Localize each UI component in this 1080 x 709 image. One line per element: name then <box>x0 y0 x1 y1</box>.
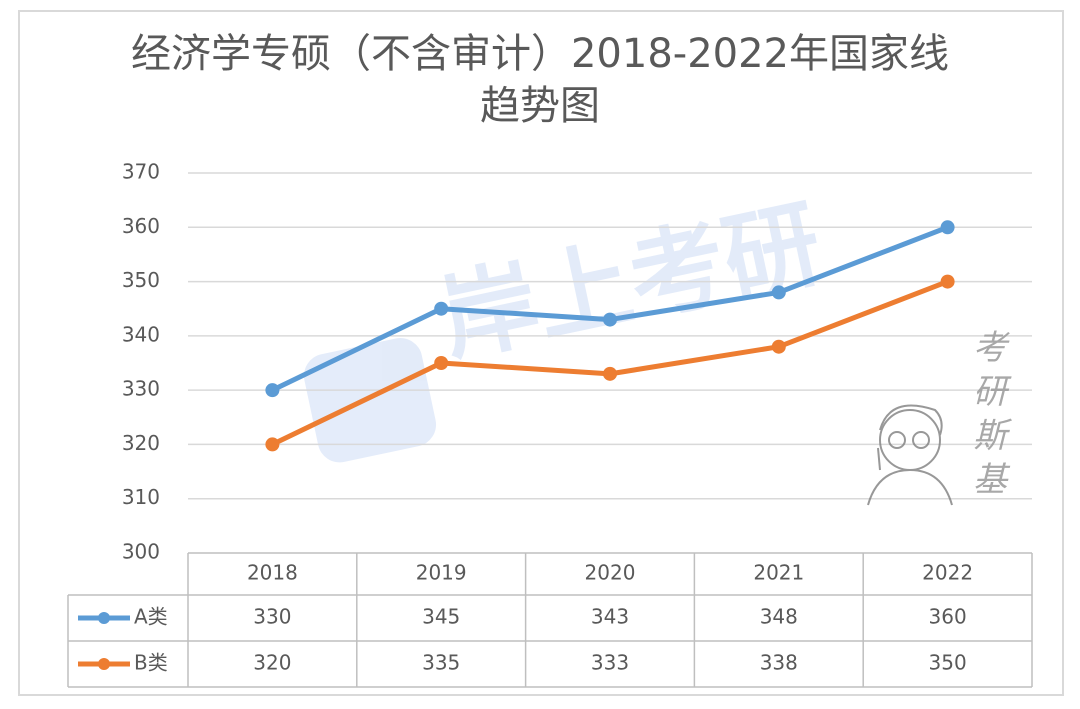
x-category-label: 2021 <box>753 561 804 585</box>
avatar-stroke <box>867 468 953 506</box>
data-point <box>940 220 955 235</box>
y-tick-label: 330 <box>122 377 160 401</box>
x-category-label: 2019 <box>416 561 467 585</box>
watermark-logo-icon <box>303 338 437 463</box>
legend-label: A类 <box>134 605 168 629</box>
chart-title-block: 经济学专硕（不含审计）2018-2022年国家线 趋势图 <box>0 28 1080 132</box>
side-watermark-char: 考 <box>973 328 1007 368</box>
y-tick-label: 340 <box>122 322 160 346</box>
data-table-cell: 335 <box>422 651 460 675</box>
data-point <box>771 339 786 354</box>
y-tick-label: 320 <box>122 431 160 455</box>
avatar-stroke <box>888 431 906 449</box>
data-table-cell: 320 <box>253 651 291 675</box>
data-point <box>603 312 617 327</box>
data-table-cell: 333 <box>591 651 629 675</box>
legend-marker <box>98 658 110 670</box>
chart-frame <box>18 10 1064 696</box>
data-point <box>434 301 449 316</box>
legend-marker <box>98 612 110 624</box>
x-category-label: 2018 <box>247 561 298 585</box>
data-table-cell: 343 <box>591 605 629 629</box>
data-table-cell: 360 <box>929 605 967 629</box>
x-category-label: 2020 <box>585 561 636 585</box>
x-category-label: 2022 <box>922 561 973 585</box>
chart-title: 经济学专硕（不含审计）2018-2022年国家线 <box>130 31 950 77</box>
avatar-stroke <box>879 404 943 436</box>
data-table-cell: 338 <box>760 651 798 675</box>
center-watermark: 岸上考研 <box>303 187 831 463</box>
y-tick-label: 310 <box>122 485 160 509</box>
avatar-stroke <box>912 431 930 449</box>
y-tick-label: 370 <box>122 160 160 184</box>
side-watermark-char: 斯 <box>973 416 1007 456</box>
chart-subtitle: 趋势图 <box>480 83 600 129</box>
data-point <box>603 366 617 381</box>
data-point <box>771 285 786 300</box>
avatar-icon <box>867 404 953 506</box>
y-tick-label: 360 <box>122 214 160 238</box>
legend-label: B类 <box>134 651 168 675</box>
data-table-cell: 345 <box>422 605 460 629</box>
side-watermark-char: 研 <box>973 372 1007 412</box>
data-point <box>265 437 280 452</box>
data-point <box>940 274 955 289</box>
avatar-stroke <box>877 447 881 471</box>
data-table-cell: 330 <box>253 605 291 629</box>
y-tick-label: 350 <box>122 268 160 292</box>
y-tick-label: 300 <box>122 540 160 564</box>
data-point <box>434 356 449 370</box>
data-table-cell: 350 <box>929 651 967 675</box>
side-watermark: 考 研 斯 基 <box>962 326 1018 502</box>
data-point <box>265 383 280 398</box>
data-table-cell: 348 <box>760 605 798 629</box>
side-watermark-char: 基 <box>973 460 1007 500</box>
